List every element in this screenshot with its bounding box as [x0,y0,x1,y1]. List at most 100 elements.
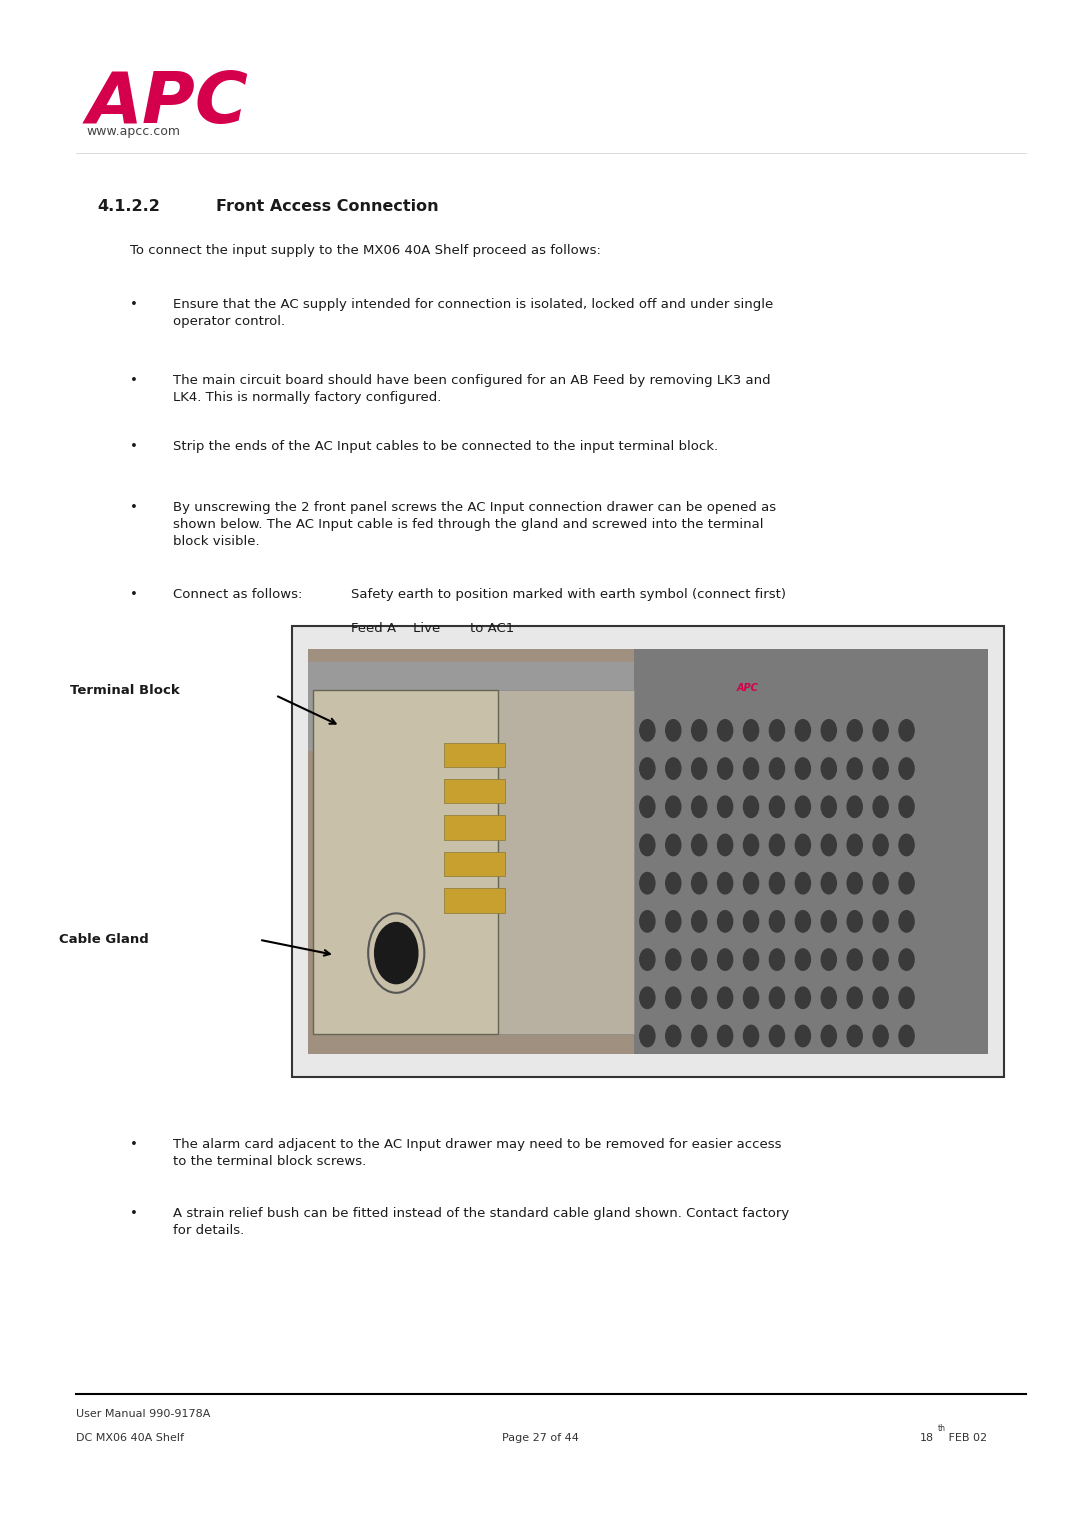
Circle shape [795,872,810,894]
Text: To connect the input supply to the MX06 40A Shelf proceed as follows:: To connect the input supply to the MX06 … [130,244,600,258]
Circle shape [743,911,758,932]
Circle shape [717,911,732,932]
Circle shape [691,758,706,779]
Circle shape [821,911,836,932]
Text: th: th [937,1424,945,1433]
Circle shape [873,796,888,817]
Circle shape [847,949,862,970]
Circle shape [873,834,888,856]
Circle shape [691,834,706,856]
Circle shape [665,949,680,970]
Circle shape [821,758,836,779]
Circle shape [717,987,732,1008]
Text: APC: APC [737,683,758,694]
Circle shape [665,872,680,894]
Circle shape [691,1025,706,1047]
Circle shape [873,949,888,970]
Circle shape [847,872,862,894]
Text: DC MX06 40A Shelf: DC MX06 40A Shelf [76,1433,184,1444]
Circle shape [743,720,758,741]
Circle shape [639,872,654,894]
Circle shape [899,872,914,894]
Circle shape [899,758,914,779]
Bar [444,888,505,912]
Circle shape [821,1025,836,1047]
Circle shape [665,834,680,856]
Circle shape [873,872,888,894]
Circle shape [769,720,784,741]
Bar [444,853,505,876]
Circle shape [795,796,810,817]
Circle shape [769,987,784,1008]
Circle shape [873,911,888,932]
Text: •: • [130,588,137,602]
Text: A strain relief bush can be fitted instead of the standard cable gland shown. Co: A strain relief bush can be fitted inste… [173,1207,789,1238]
Bar [308,649,988,1054]
Text: Strip the ends of the AC Input cables to be connected to the input terminal bloc: Strip the ends of the AC Input cables to… [173,440,718,454]
Bar [444,779,505,804]
Circle shape [665,911,680,932]
Circle shape [639,1025,654,1047]
Circle shape [795,1025,810,1047]
Circle shape [743,758,758,779]
Circle shape [847,834,862,856]
Text: www.apcc.com: www.apcc.com [86,125,180,139]
Text: •: • [130,501,137,515]
Circle shape [769,911,784,932]
Text: Front Access Connection: Front Access Connection [216,199,438,214]
Circle shape [665,720,680,741]
Circle shape [717,834,732,856]
Bar [308,662,988,750]
Text: •: • [130,1138,137,1152]
Text: Page 27 of 44: Page 27 of 44 [501,1433,579,1444]
Circle shape [639,911,654,932]
Text: Connect as follows:: Connect as follows: [173,588,302,602]
Circle shape [899,720,914,741]
Bar [444,743,505,767]
Circle shape [873,720,888,741]
Circle shape [899,987,914,1008]
Circle shape [847,1025,862,1047]
Circle shape [743,987,758,1008]
Text: The alarm card adjacent to the AC Input drawer may need to be removed for easier: The alarm card adjacent to the AC Input … [173,1138,781,1169]
Text: Feed A    Live       to AC1: Feed A Live to AC1 [351,622,514,636]
Bar [498,691,634,1034]
Circle shape [795,758,810,779]
Circle shape [795,949,810,970]
Circle shape [717,758,732,779]
Text: By unscrewing the 2 front panel screws the AC Input connection drawer can be ope: By unscrewing the 2 front panel screws t… [173,501,775,549]
Circle shape [691,872,706,894]
Circle shape [717,720,732,741]
Circle shape [639,720,654,741]
Text: 18: 18 [920,1433,934,1444]
Circle shape [873,1025,888,1047]
Circle shape [899,949,914,970]
Bar [444,816,505,840]
Text: APC: APC [86,69,248,138]
Circle shape [665,758,680,779]
Circle shape [691,911,706,932]
Circle shape [717,872,732,894]
Circle shape [821,796,836,817]
Circle shape [821,872,836,894]
Circle shape [821,949,836,970]
Circle shape [665,987,680,1008]
Circle shape [639,987,654,1008]
Circle shape [847,987,862,1008]
Text: FEB 02: FEB 02 [945,1433,987,1444]
Text: Terminal Block: Terminal Block [70,685,180,697]
Circle shape [769,758,784,779]
Circle shape [691,987,706,1008]
Circle shape [795,987,810,1008]
Text: 4.1.2.2: 4.1.2.2 [97,199,160,214]
Text: Ensure that the AC supply intended for connection is isolated, locked off and un: Ensure that the AC supply intended for c… [173,298,773,329]
Circle shape [847,911,862,932]
Circle shape [899,834,914,856]
Circle shape [691,949,706,970]
Text: The main circuit board should have been configured for an AB Feed by removing LK: The main circuit board should have been … [173,374,770,405]
Text: •: • [130,440,137,454]
Circle shape [769,834,784,856]
Circle shape [899,911,914,932]
Circle shape [847,720,862,741]
Circle shape [665,1025,680,1047]
